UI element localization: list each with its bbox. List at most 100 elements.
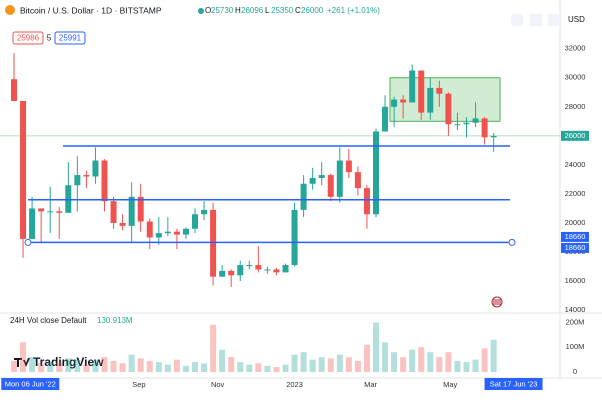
price-label-box [561, 231, 589, 242]
volume-bar [327, 358, 334, 372]
volume-bar [490, 339, 497, 372]
volume-bar [192, 362, 198, 372]
candle-body [318, 175, 325, 178]
volume-bar [264, 365, 271, 372]
volume-bar [454, 360, 461, 372]
candle-body [300, 183, 307, 210]
event-flag-stripes [493, 299, 501, 305]
volume-bar [56, 362, 63, 372]
volume-bar [345, 357, 352, 372]
candle-body [400, 99, 407, 103]
candle-body [454, 124, 461, 126]
candle-body [110, 201, 117, 223]
candle-body [182, 228, 189, 235]
candle-body [164, 231, 171, 234]
x-tick-label: 2023 [286, 380, 303, 389]
volume-bar [273, 367, 280, 372]
ohlc-value: 26096 [241, 6, 264, 15]
volume-bar [228, 357, 235, 372]
volume-bar [382, 342, 389, 372]
ohlc-value: 26000 [301, 6, 324, 15]
candle-body [418, 70, 425, 113]
candle-body [219, 270, 226, 277]
bid-box [12, 31, 44, 45]
candle-body [146, 221, 153, 238]
candle-body [409, 70, 416, 103]
volume-bar [219, 349, 226, 372]
candle-body [373, 131, 379, 215]
crosshair-label-box [484, 378, 543, 390]
volume-bar [436, 357, 443, 372]
candle-body [354, 172, 361, 189]
candle-body [237, 265, 244, 276]
x-tick-label: May [443, 380, 457, 389]
x-tick-label: Sep [132, 380, 145, 389]
button[interactable] [511, 14, 523, 26]
candle-body [38, 208, 45, 212]
volume-tick-label: 100M [566, 342, 585, 351]
candle-body [137, 196, 144, 222]
volume-bar [38, 363, 45, 372]
status-dot [198, 8, 204, 14]
price-label: 18660 [565, 232, 586, 241]
volume-bar [472, 359, 479, 372]
line-handle [508, 238, 516, 246]
candle-body [490, 135, 497, 138]
volume-title: 24H Vol close Default [10, 316, 87, 325]
candle-body [345, 160, 352, 173]
volume-bar [481, 348, 488, 372]
candle-body [201, 209, 208, 215]
range-box [389, 77, 501, 122]
candle-body [74, 175, 81, 186]
volume-bar [282, 364, 289, 372]
candle-body [427, 87, 434, 113]
volume-bar [65, 358, 72, 372]
y-tick-label: 24000 [565, 160, 586, 169]
ohlc-label: L [265, 6, 270, 15]
candle-body [255, 265, 262, 270]
candle-body [228, 270, 235, 276]
price-label: 26000 [565, 131, 586, 140]
crosshair-label: Sat 17 Jun '23 [490, 379, 538, 388]
volume-bar [427, 352, 434, 372]
volume-bar [363, 344, 370, 372]
volume-bar [237, 362, 244, 372]
candle-body [273, 269, 280, 273]
volume-tick-label: 0 [573, 367, 577, 376]
volume-bar [173, 359, 180, 372]
volume-bar [164, 364, 171, 372]
currency[interactable]: USD [568, 15, 585, 24]
candle-body [101, 160, 108, 202]
volume-bar [445, 352, 452, 372]
candle-body [472, 118, 479, 123]
volume-bar [201, 363, 208, 372]
button[interactable] [530, 14, 542, 26]
candle-body [327, 175, 334, 197]
ohlc-value: 25350 [271, 6, 294, 15]
button[interactable] [548, 14, 560, 26]
candle-body [92, 160, 99, 177]
volume-bar [463, 362, 470, 372]
toolbar[interactable] [511, 14, 560, 26]
candle-body [56, 211, 63, 213]
ask: 25991 [59, 34, 82, 43]
brand-logo [14, 358, 30, 367]
volume-bar [309, 359, 316, 372]
volume-bar [336, 354, 343, 372]
ohlc-label: C [295, 6, 301, 15]
volume-tick-label: 200M [566, 317, 585, 326]
candle-body [391, 99, 398, 107]
candle-body [83, 175, 90, 177]
candle-body [128, 196, 135, 226]
volume-bar [128, 354, 135, 372]
price-label-box [561, 242, 589, 253]
volume-bar [83, 364, 90, 372]
candle-body [47, 211, 54, 213]
volume-bar [29, 357, 36, 372]
volume-bar [119, 363, 126, 372]
x-tick-label: Nov [211, 380, 225, 389]
volume-bar [92, 360, 99, 372]
y-tick-label: 16000 [565, 276, 586, 285]
volume-bar [354, 360, 361, 372]
